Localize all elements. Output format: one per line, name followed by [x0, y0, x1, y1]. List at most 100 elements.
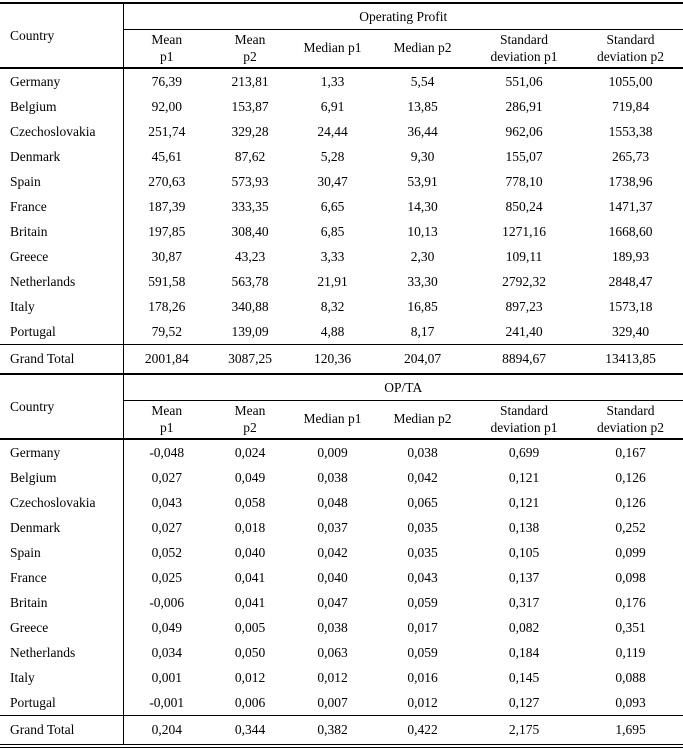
- value-cell: -0,048: [122, 439, 210, 465]
- value-cell: 8,17: [410, 323, 435, 339]
- country-cell: Czechoslovakia: [10, 494, 96, 510]
- value-cell: 92,00: [122, 94, 210, 119]
- country-cell: Greece: [10, 248, 49, 264]
- value-cell: 0,027: [122, 515, 210, 540]
- value-cell: 0,059: [407, 594, 438, 610]
- group-header-row: Country Operating Profit: [0, 3, 683, 69]
- value-cell: 9,30: [410, 148, 435, 164]
- value-cell: 573,93: [231, 173, 269, 189]
- value-cell: 0,099: [615, 544, 646, 560]
- value-cell: 6,91: [320, 98, 345, 114]
- country-cell: Netherlands: [10, 273, 76, 289]
- country-cell: Germany: [10, 444, 61, 460]
- country-column-header: Country: [0, 374, 123, 440]
- value-cell: 0,176: [615, 594, 646, 610]
- value-cell: 850,24: [505, 198, 543, 214]
- header-std-dev-p1: Standard deviation p1: [470, 400, 578, 440]
- value-cell: 0,027: [122, 465, 210, 490]
- value-cell: 2,30: [410, 248, 435, 264]
- value-cell: 87,62: [234, 148, 266, 164]
- value-cell: 178,26: [122, 294, 210, 319]
- value-cell: 0,317: [508, 594, 540, 610]
- value-cell: 241,40: [505, 323, 543, 339]
- value-cell: 30,87: [122, 244, 210, 269]
- value-cell: -0,001: [122, 690, 210, 716]
- value-cell: 2848,47: [608, 273, 653, 289]
- value-cell: 0,049: [122, 615, 210, 640]
- value-cell: 0,009: [317, 444, 348, 460]
- value-cell: 0,082: [508, 619, 540, 635]
- value-cell: 0,038: [317, 619, 348, 635]
- value-cell: 3,33: [320, 248, 345, 264]
- header-median-p1: Median p1: [290, 400, 375, 440]
- value-cell: 1553,38: [608, 123, 653, 139]
- value-cell: 0,035: [407, 544, 438, 560]
- country-cell: Italy: [10, 669, 35, 685]
- value-cell: 0,119: [615, 644, 646, 660]
- table-row: Germany 76,39 213,81 1,33 5,54 551,06 1055,00: [0, 68, 683, 94]
- value-cell: 0,040: [234, 544, 266, 560]
- group-header-row: Country OP/TA: [0, 374, 683, 440]
- value-cell: 0,042: [317, 544, 348, 560]
- value-cell: 0,040: [317, 569, 348, 585]
- table-row: Portugal -0,001 0,006 0,007 0,012 0,127 0,093: [0, 690, 683, 716]
- value-cell: 109,11: [505, 248, 543, 264]
- value-cell: 16,85: [407, 298, 438, 314]
- value-cell: 155,07: [505, 148, 543, 164]
- value-cell: 0,058: [234, 494, 266, 510]
- country-cell: Italy: [10, 298, 35, 314]
- grand-total-label: Grand Total: [0, 715, 123, 746]
- value-cell: 340,88: [231, 298, 269, 314]
- value-cell: 153,87: [231, 98, 269, 114]
- value-cell: 4,88: [320, 323, 345, 339]
- value-cell: 0,121: [508, 469, 540, 485]
- header-mean-p2: Mean p2: [210, 29, 290, 69]
- value-cell: 0,048: [317, 494, 348, 510]
- value-cell: 270,63: [122, 169, 210, 194]
- value-cell: 897,23: [505, 298, 543, 314]
- value-cell: 0,005: [234, 619, 266, 635]
- grand-total-row: Grand Total 2001,84 3087,25 120,36 204,0…: [0, 344, 683, 373]
- value-cell: 10,13: [407, 223, 438, 239]
- value-cell: 0,007: [317, 694, 348, 710]
- value-cell: 0,017: [407, 619, 438, 635]
- value-cell: 0,006: [234, 694, 266, 710]
- value-cell: 8,32: [320, 298, 345, 314]
- value-cell: 189,93: [611, 248, 650, 264]
- table-row: Czechoslovakia 251,74 329,28 24,44 36,44 962,…: [0, 119, 683, 144]
- value-cell: 0,145: [508, 669, 540, 685]
- value-cell: 286,91: [505, 98, 543, 114]
- value-cell: 24,44: [317, 123, 348, 139]
- grand-total-value: 2,175: [470, 715, 578, 746]
- table-row: France 0,025 0,041 0,040 0,043 0,137 0,098: [0, 565, 683, 590]
- country-column-header: Country: [0, 3, 123, 69]
- value-cell: 1668,60: [608, 223, 653, 239]
- value-cell: 0,088: [615, 669, 646, 685]
- value-cell: 0,025: [122, 565, 210, 590]
- value-cell: 187,39: [122, 194, 210, 219]
- table-row: Belgium 0,027 0,049 0,038 0,042 0,121 0,126: [0, 465, 683, 490]
- value-cell: 719,84: [611, 98, 650, 114]
- value-cell: 551,06: [505, 73, 543, 89]
- value-cell: 251,74: [122, 119, 210, 144]
- value-cell: 0,042: [407, 469, 438, 485]
- table-row: Italy 178,26 340,88 8,32 16,85 897,23 1573,18: [0, 294, 683, 319]
- value-cell: 0,024: [234, 444, 266, 460]
- value-cell: 0,012: [317, 669, 348, 685]
- header-std-dev-p2: Standard deviation p2: [578, 400, 683, 440]
- value-cell: 0,052: [122, 540, 210, 565]
- value-cell: 79,52: [122, 319, 210, 345]
- value-cell: 76,39: [122, 68, 210, 94]
- value-cell: 0,063: [317, 644, 348, 660]
- value-cell: 0,041: [234, 594, 266, 610]
- country-cell: Netherlands: [10, 644, 76, 660]
- value-cell: 0,043: [407, 569, 438, 585]
- table-row: Greece 0,049 0,005 0,038 0,017 0,082 0,351: [0, 615, 683, 640]
- grand-total-value: 8894,67: [470, 344, 578, 373]
- grand-total-row: Grand Total 0,204 0,344 0,382 0,422 2,17…: [0, 715, 683, 746]
- value-cell: 197,85: [122, 219, 210, 244]
- table-row: Czechoslovakia 0,043 0,058 0,048 0,065 0,121 0…: [0, 490, 683, 515]
- table-row: Netherlands 0,034 0,050 0,063 0,059 0,184 0,11…: [0, 640, 683, 665]
- value-cell: 0,041: [234, 569, 266, 585]
- value-cell: 0,351: [615, 619, 646, 635]
